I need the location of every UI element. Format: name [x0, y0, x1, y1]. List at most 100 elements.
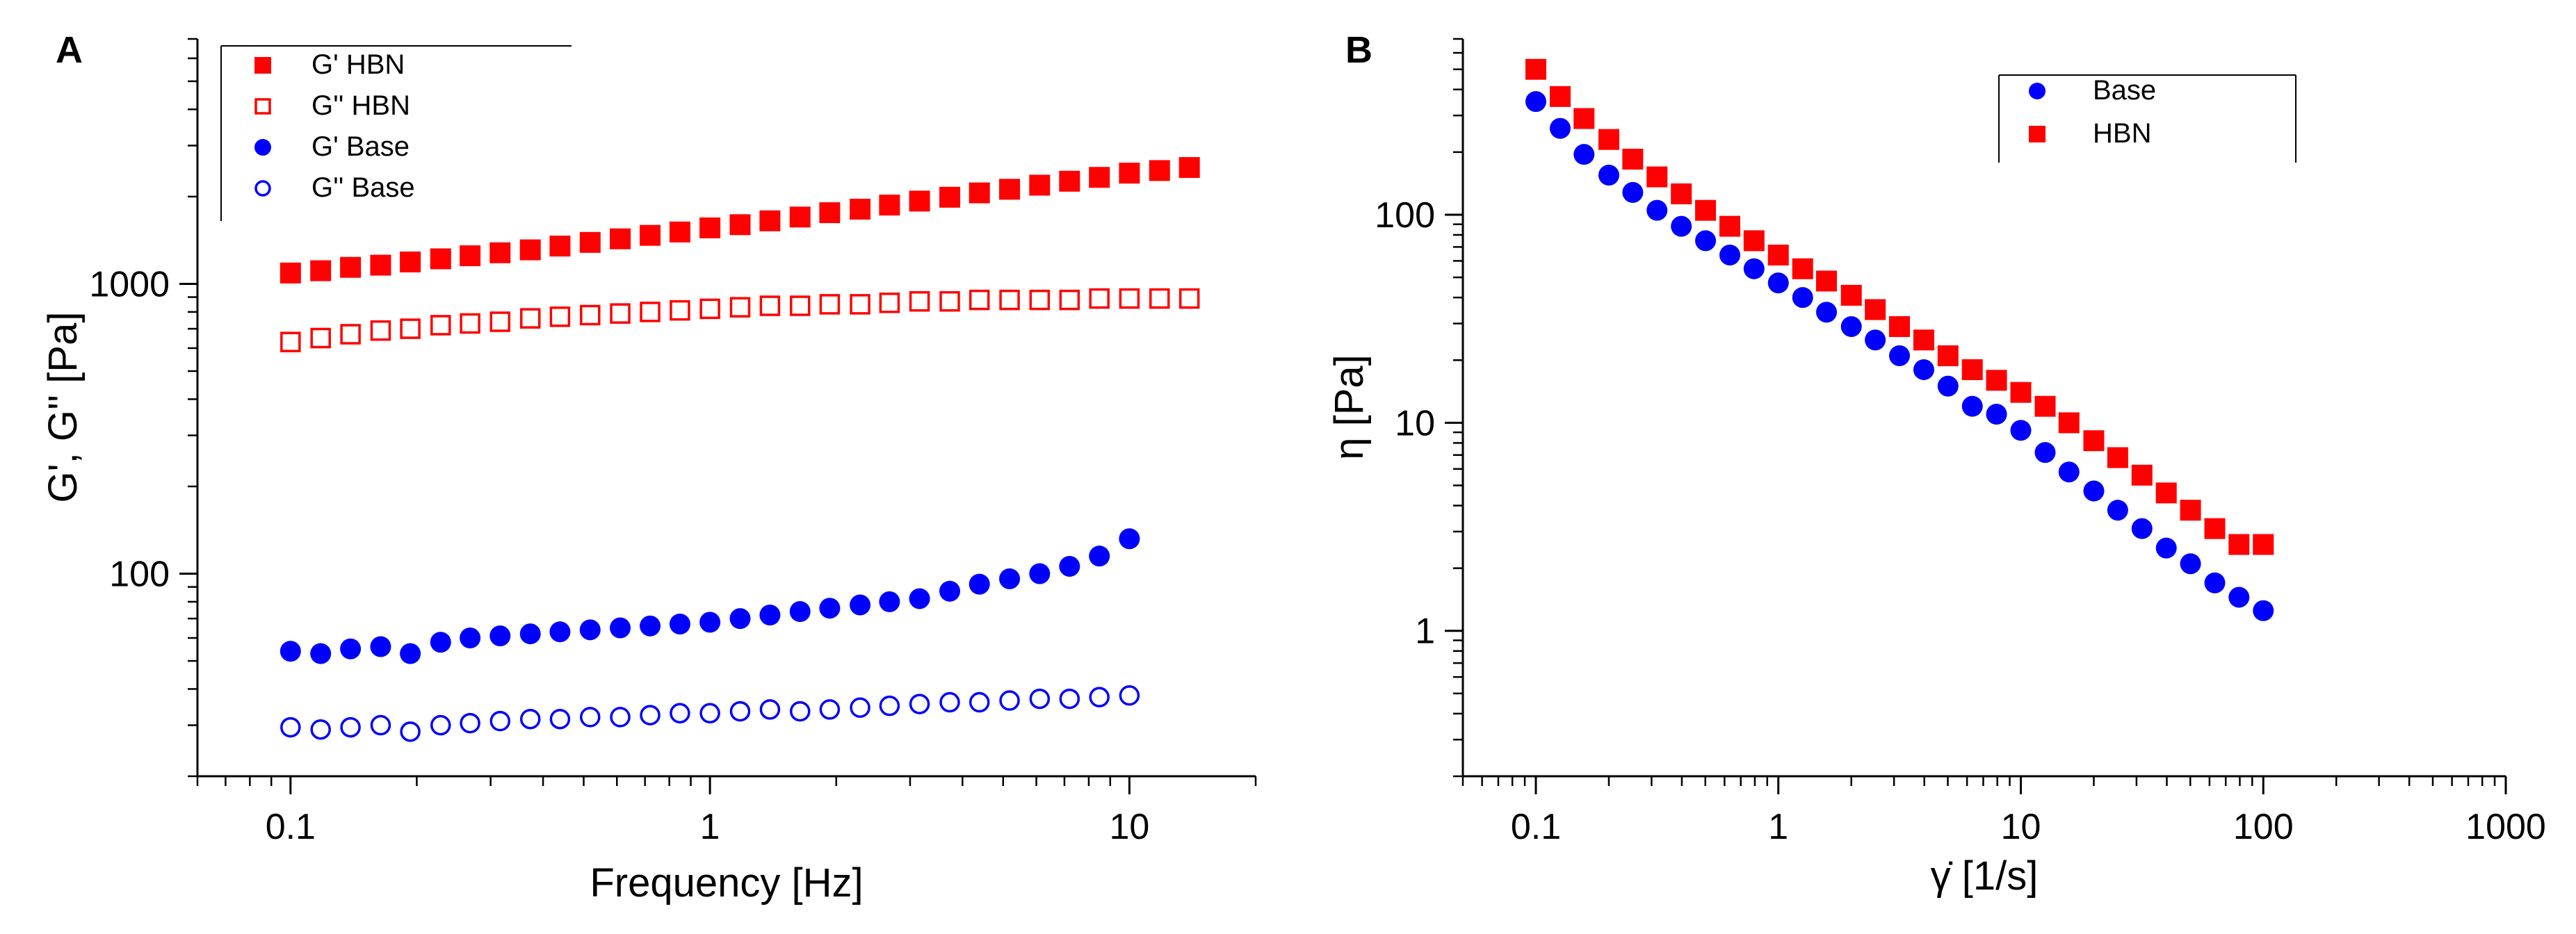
data-point: [2253, 600, 2274, 621]
data-point: [580, 304, 601, 326]
data-point: [1059, 555, 1080, 577]
data-point: [610, 617, 631, 639]
series-g-base: [280, 685, 1140, 742]
data-point: [879, 591, 900, 612]
data-point: [1913, 329, 1934, 351]
y-tick-label: 1000: [89, 264, 170, 304]
y-axis-label: η [Pa]: [1327, 354, 1372, 460]
data-point: [610, 707, 631, 728]
data-point: [1573, 108, 1595, 129]
y-axis-label: G', G'' [Pa]: [40, 312, 86, 503]
data-point: [430, 315, 451, 336]
data-point: [879, 695, 900, 716]
data-point: [489, 625, 511, 647]
data-point: [1059, 688, 1080, 710]
data-point: [519, 708, 541, 730]
data-point: [640, 224, 661, 246]
data-point: [460, 245, 481, 267]
data-point: [1816, 302, 1838, 323]
data-point: [1767, 245, 1789, 266]
data-point: [400, 721, 421, 742]
legend-entry: G' Base: [311, 131, 410, 162]
data-point: [909, 588, 930, 609]
data-point: [789, 206, 811, 228]
data-point: [699, 217, 721, 238]
data-point: [669, 221, 690, 243]
data-point: [1865, 329, 1886, 351]
data-point: [939, 691, 960, 713]
data-point: [340, 324, 361, 345]
x-tick-label: 1: [700, 807, 720, 847]
series-hbn: [1525, 58, 2274, 555]
data-point: [789, 700, 811, 722]
data-point: [1059, 289, 1080, 311]
data-point: [699, 703, 720, 724]
data-point: [310, 260, 332, 281]
data-point: [370, 320, 391, 341]
data-point: [759, 295, 781, 316]
data-point: [850, 198, 871, 220]
data-point: [2010, 382, 2032, 403]
data-point: [370, 714, 391, 736]
data-point: [819, 598, 841, 619]
data-point: [1865, 299, 1886, 320]
data-point: [1743, 258, 1765, 279]
data-point: [2204, 572, 2226, 593]
data-point: [789, 601, 811, 623]
data-point: [1937, 345, 1959, 366]
data-point: [909, 290, 930, 312]
data-point: [1549, 85, 1571, 107]
data-point: [340, 716, 361, 738]
data-point: [460, 313, 480, 334]
data-point: [1549, 117, 1571, 139]
data-point: [1622, 181, 1644, 203]
data-point: [1029, 289, 1051, 311]
data-point: [819, 699, 841, 720]
legend-marker: [254, 139, 271, 156]
legend-entry: HBN: [2093, 118, 2151, 149]
data-point: [579, 231, 601, 253]
data-point: [310, 643, 332, 664]
data-point: [1029, 563, 1051, 584]
data-point: [460, 712, 480, 734]
data-point: [340, 256, 362, 278]
data-point: [1029, 688, 1051, 710]
data-point: [969, 289, 990, 311]
data-point: [1743, 230, 1765, 252]
data-point: [1149, 160, 1170, 181]
legend-entry: G' HBN: [311, 49, 405, 80]
legend-marker: [254, 98, 271, 115]
data-point: [939, 290, 960, 312]
panel-label-B: B: [1345, 29, 1372, 71]
data-point: [759, 210, 781, 231]
data-point: [1178, 288, 1200, 309]
x-tick-label: 1000: [2465, 807, 2546, 847]
data-point: [999, 179, 1021, 200]
series-g-hbn: [280, 288, 1200, 352]
x-tick-label: 100: [2233, 807, 2294, 847]
data-point: [1089, 687, 1110, 707]
data-point: [1029, 174, 1051, 196]
data-point: [519, 239, 541, 261]
data-point: [1695, 230, 1717, 252]
data-point: [2180, 553, 2201, 575]
data-point: [759, 604, 781, 625]
data-point: [1840, 316, 1862, 337]
legend-marker: [254, 57, 271, 74]
data-point: [2034, 442, 2056, 464]
data-point: [819, 202, 841, 224]
data-point: [1937, 375, 1959, 397]
data-point: [400, 643, 421, 664]
data-point: [2058, 412, 2080, 434]
data-point: [489, 311, 511, 332]
data-point: [2155, 482, 2177, 504]
data-point: [1646, 166, 1668, 188]
data-point: [2107, 500, 2128, 521]
data-point: [699, 612, 721, 633]
data-point: [580, 707, 601, 728]
data-point: [729, 700, 751, 722]
data-point: [280, 331, 301, 352]
data-point: [2083, 430, 2105, 452]
data-point: [1792, 258, 1813, 279]
